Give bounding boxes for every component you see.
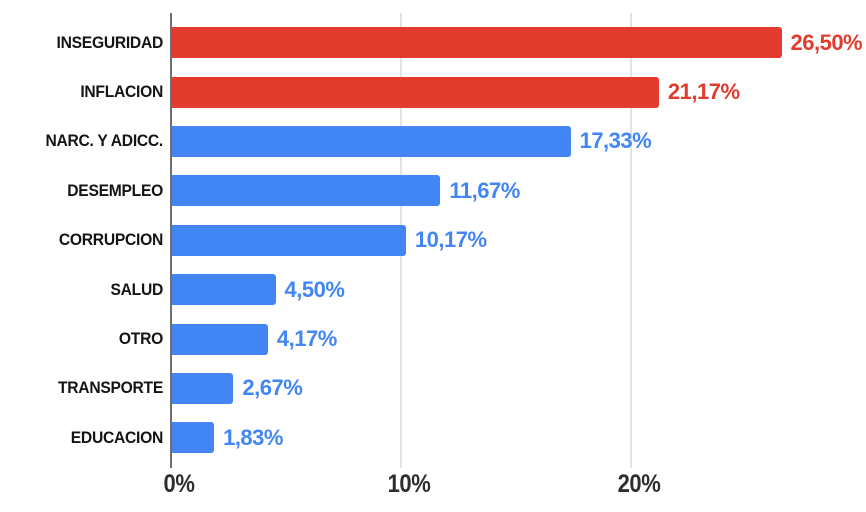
- bar-area: 4,50%: [172, 274, 866, 306]
- category-label: SALUD: [110, 279, 164, 299]
- bar-area: 17,33%: [172, 125, 866, 157]
- value-label: 2,67%: [242, 375, 303, 401]
- bar-area: 11,67%: [172, 175, 866, 207]
- category-label: EDUCACION: [70, 427, 164, 447]
- category-label: OTRO: [118, 329, 163, 349]
- chart-row: TRANSPORTE 2,67%: [0, 364, 866, 413]
- bar: [172, 323, 268, 355]
- value-label: 17,33%: [579, 128, 652, 154]
- bar-area: 4,17%: [172, 323, 866, 355]
- bar: [172, 422, 215, 454]
- bar-area: 1,83%: [172, 422, 866, 454]
- x-tick-label-0%: 0%: [163, 470, 195, 498]
- chart-row: DESEMPLEO 11,67%: [0, 166, 866, 215]
- category-label: INFLACION: [80, 82, 163, 102]
- category-label: TRANSPORTE: [58, 378, 164, 398]
- chart-row: OTRO 4,17%: [0, 314, 866, 363]
- chart-row: SALUD 4,50%: [0, 265, 866, 314]
- bar-area: 2,67%: [172, 372, 866, 404]
- gridline-20%: [630, 13, 632, 468]
- category-label: INSEGURIDAD: [56, 32, 164, 52]
- bar: [172, 274, 276, 306]
- bar: [172, 224, 406, 256]
- value-label: 26,50%: [790, 29, 863, 55]
- bar: [172, 372, 234, 404]
- chart-row: NARC. Y ADICC. 17,33%: [0, 117, 866, 166]
- x-tick-label-20%: 20%: [617, 470, 661, 498]
- x-tick-label-10%: 10%: [387, 470, 431, 498]
- bar: [172, 175, 441, 207]
- bar: [172, 27, 782, 59]
- chart-row: CORRUPCION 10,17%: [0, 216, 866, 265]
- value-label: 10,17%: [414, 227, 487, 253]
- category-label: DESEMPLEO: [67, 180, 163, 200]
- bar-area: 21,17%: [172, 76, 866, 108]
- bar-chart-rows: INSEGURIDAD 26,50% INFLACION 21,17% NARC. Y …: [0, 18, 866, 463]
- bar: [172, 125, 571, 157]
- category-label: NARC. Y ADICC.: [45, 131, 163, 151]
- y-axis-line: [170, 13, 172, 468]
- value-label: 11,67%: [449, 177, 520, 203]
- bar-area: 26,50%: [172, 27, 866, 59]
- chart-row: INFLACION 21,17%: [0, 67, 866, 116]
- bar-area: 10,17%: [172, 224, 866, 256]
- value-label: 21,17%: [667, 79, 740, 105]
- bar: [172, 76, 659, 108]
- category-label: CORRUPCION: [58, 230, 164, 250]
- value-label: 4,50%: [284, 276, 345, 302]
- value-label: 4,17%: [276, 326, 337, 352]
- chart-row: INSEGURIDAD 26,50%: [0, 18, 866, 67]
- chart-row: EDUCACION 1,83%: [0, 413, 866, 462]
- value-label: 1,83%: [223, 424, 283, 450]
